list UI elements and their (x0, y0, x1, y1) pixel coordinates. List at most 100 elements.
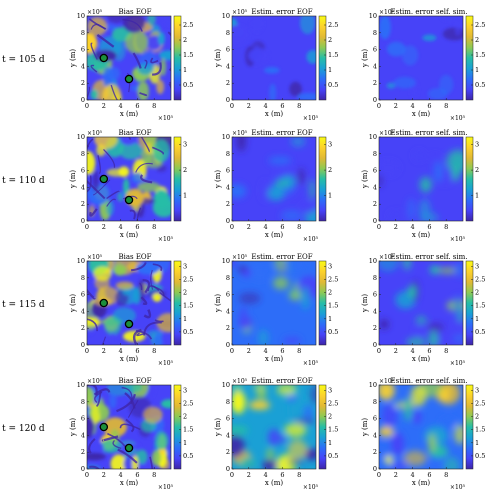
field-filament (122, 195, 138, 200)
field-blob (152, 293, 162, 302)
x-tick-label: 8 (444, 347, 448, 355)
y-axis-exponent: ×10⁵ (379, 9, 395, 16)
field-blob (102, 67, 115, 88)
y-tick-label: 6 (373, 167, 377, 175)
field-blob (442, 27, 463, 41)
field-blob (439, 74, 454, 95)
field-blob (402, 261, 412, 271)
field-blob (419, 177, 432, 193)
colorbar-tick-label: 1 (328, 315, 332, 323)
field-filament (96, 33, 115, 48)
field-image (87, 385, 171, 469)
field-blob (109, 393, 117, 409)
y-axis-label: y (m) (214, 49, 222, 69)
field-blob (232, 390, 246, 414)
field-blob (103, 417, 127, 438)
field-blob (379, 16, 391, 40)
field-image (379, 16, 463, 100)
y-tick-label: 0 (81, 465, 85, 473)
x-tick-label: 0 (85, 223, 89, 231)
colorbar-tick-label: 0.5 (475, 452, 485, 460)
y-tick-label: 2 (373, 79, 377, 87)
panel-title: Bias EOF (118, 8, 151, 16)
field-blob (264, 266, 273, 275)
x-axis-label: x (m) (120, 479, 139, 487)
x-axis-label: x (m) (412, 355, 431, 363)
field-filament (106, 198, 117, 207)
x-tick-label: 6 (135, 223, 139, 231)
y-tick-label: 8 (81, 150, 85, 158)
field-filament (87, 318, 98, 332)
x-axis-label: x (m) (412, 110, 431, 118)
colorbar: 0.5 1 1.5 2 2.5 3 (318, 384, 338, 470)
x-tick-label: 8 (152, 223, 156, 231)
field-filament (112, 439, 122, 450)
field-blob (277, 434, 287, 444)
field-blob (429, 265, 441, 274)
panel-title: Estim. error self. sim. (391, 129, 468, 137)
field-filament (132, 328, 142, 345)
field-filament (140, 296, 148, 306)
field-filament (154, 319, 164, 323)
field-blob (379, 426, 394, 437)
field-blob (137, 62, 154, 75)
field-blob (158, 50, 171, 61)
x-axis-exponent: ×10⁵ (450, 236, 466, 243)
x-tick-label: 6 (427, 223, 431, 231)
colorbar-tick-label: 2.5 (328, 21, 338, 29)
colorbar-gradient (173, 260, 182, 346)
x-tick-label: 4 (119, 471, 123, 479)
field-blob (268, 428, 280, 446)
panel-title: Estim. error EOF (251, 253, 312, 261)
x-tick-label: 2 (394, 102, 398, 110)
field-blob (119, 142, 143, 160)
y-axis-label: y (m) (69, 294, 77, 314)
field-blob (132, 287, 141, 305)
axes-frame (231, 384, 317, 470)
colorbar-gradient (318, 15, 327, 101)
field-image (232, 16, 316, 100)
y-tick-label: 4 (81, 307, 85, 315)
colorbar-tick-label: 1.5 (328, 302, 338, 310)
x-axis-exponent: ×10⁵ (303, 115, 319, 122)
colorbar: 0.5 1 1.5 2 2.5 3 (465, 260, 485, 346)
field-blob (152, 198, 171, 218)
field-filament (152, 263, 163, 272)
y-tick-label: 8 (81, 274, 85, 282)
y-tick-label: 4 (226, 183, 230, 191)
field-blob (435, 334, 448, 345)
field-filament (159, 291, 171, 302)
field-blob (252, 44, 261, 66)
colorbar-gradient (173, 136, 182, 222)
y-axis-exponent: ×10⁵ (379, 130, 395, 137)
colorbar-gradient (318, 384, 327, 470)
x-tick-label: 4 (119, 223, 123, 231)
colorbar-tick-label: 2 (183, 413, 187, 421)
field-filament (152, 146, 164, 155)
field-blob (108, 332, 117, 345)
x-tick-label: 8 (152, 102, 156, 110)
heatmap-panel: Bias EOF ×10⁵ 0 2 4 6 8 10 0 2 4 6 8 x (m) y (m) ×10⁵ 0.… (69, 253, 193, 367)
field-filament (139, 282, 143, 291)
field-blob (92, 169, 99, 192)
field-filament (125, 418, 135, 433)
field-blob (249, 400, 270, 410)
colorbar-gradient (465, 136, 474, 222)
field-blob (422, 34, 437, 42)
field-blob (414, 327, 425, 336)
x-tick-label: 2 (247, 347, 251, 355)
y-tick-label: 8 (373, 150, 377, 158)
field-blob (253, 385, 267, 391)
field-blob (303, 404, 314, 421)
field-blob (292, 281, 300, 301)
field-blob (90, 89, 98, 100)
colorbar: 1 2 3 (173, 136, 187, 222)
x-axis-label: x (m) (120, 110, 139, 118)
field-filament (106, 190, 120, 200)
y-tick-label: 6 (81, 415, 85, 423)
colorbar-tick-label: 2.5 (183, 21, 193, 29)
y-tick-label: 8 (81, 398, 85, 406)
field-filament (140, 174, 153, 184)
x-tick-label: 8 (297, 347, 301, 355)
y-tick-label: 6 (81, 291, 85, 299)
